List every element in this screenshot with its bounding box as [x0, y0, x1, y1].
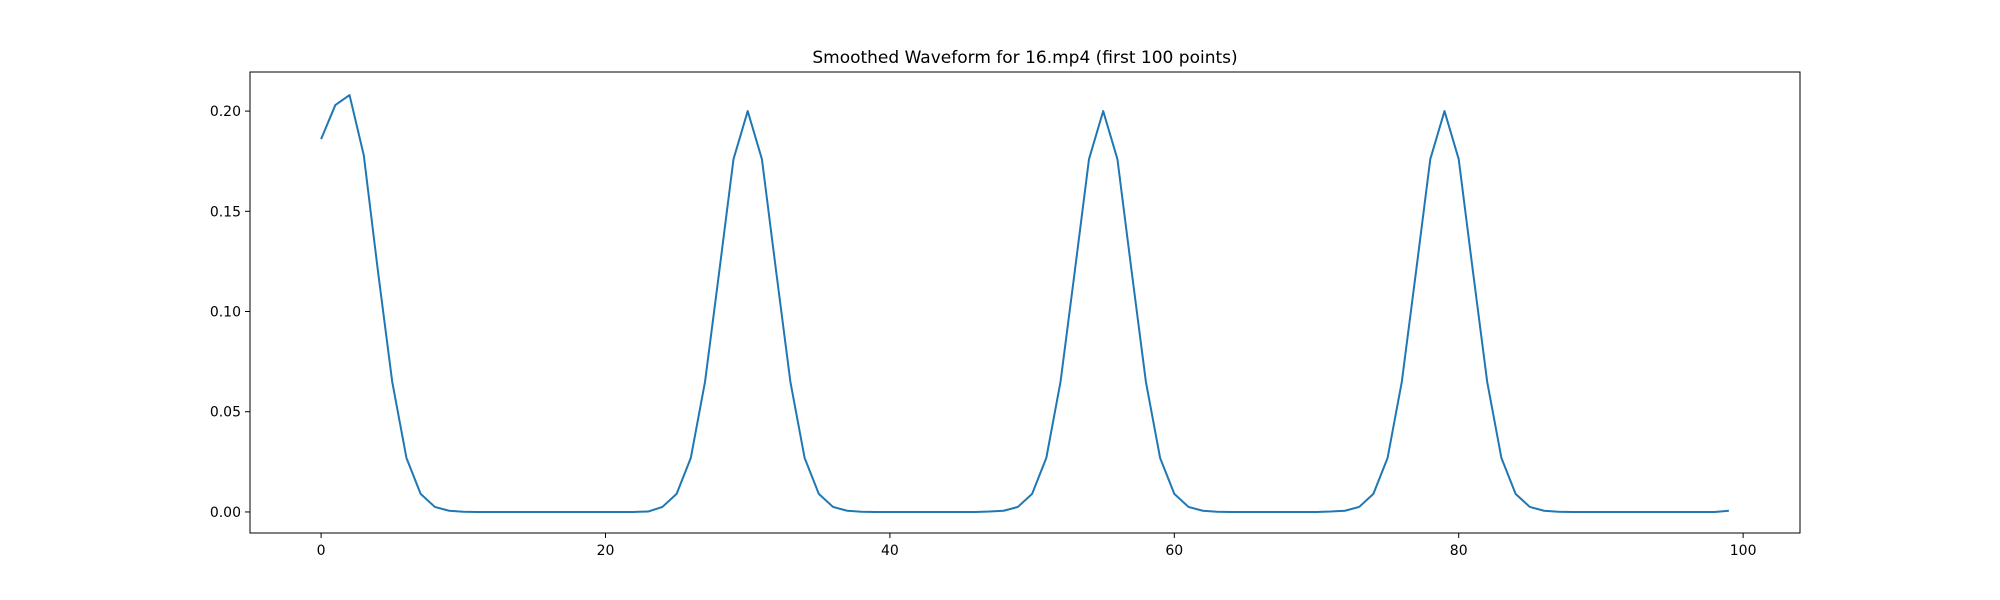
chart-title: Smoothed Waveform for 16.mp4 (first 100 … [812, 48, 1237, 68]
x-tick-label: 80 [1450, 543, 1468, 559]
waveform-series-line [320, 94, 1729, 513]
x-tick-label: 60 [1165, 543, 1183, 559]
y-axis: 0.00 0.05 0.10 0.15 0.20 [210, 104, 250, 521]
x-tick-label: 20 [597, 543, 615, 559]
plot-frame [249, 71, 1801, 534]
x-axis: 0 20 40 60 80 100 [317, 533, 1757, 559]
y-tick-label: 0.20 [210, 104, 241, 120]
x-tick-label: 100 [1730, 543, 1757, 559]
y-tick-label: 0.05 [210, 405, 241, 421]
y-tick-label: 0.10 [210, 305, 241, 321]
x-tick-label: 0 [317, 543, 326, 559]
x-tick-label: 40 [881, 543, 899, 559]
y-tick-label: 0.00 [210, 505, 241, 521]
y-tick-label: 0.15 [210, 204, 241, 220]
plot-area [320, 94, 1729, 513]
